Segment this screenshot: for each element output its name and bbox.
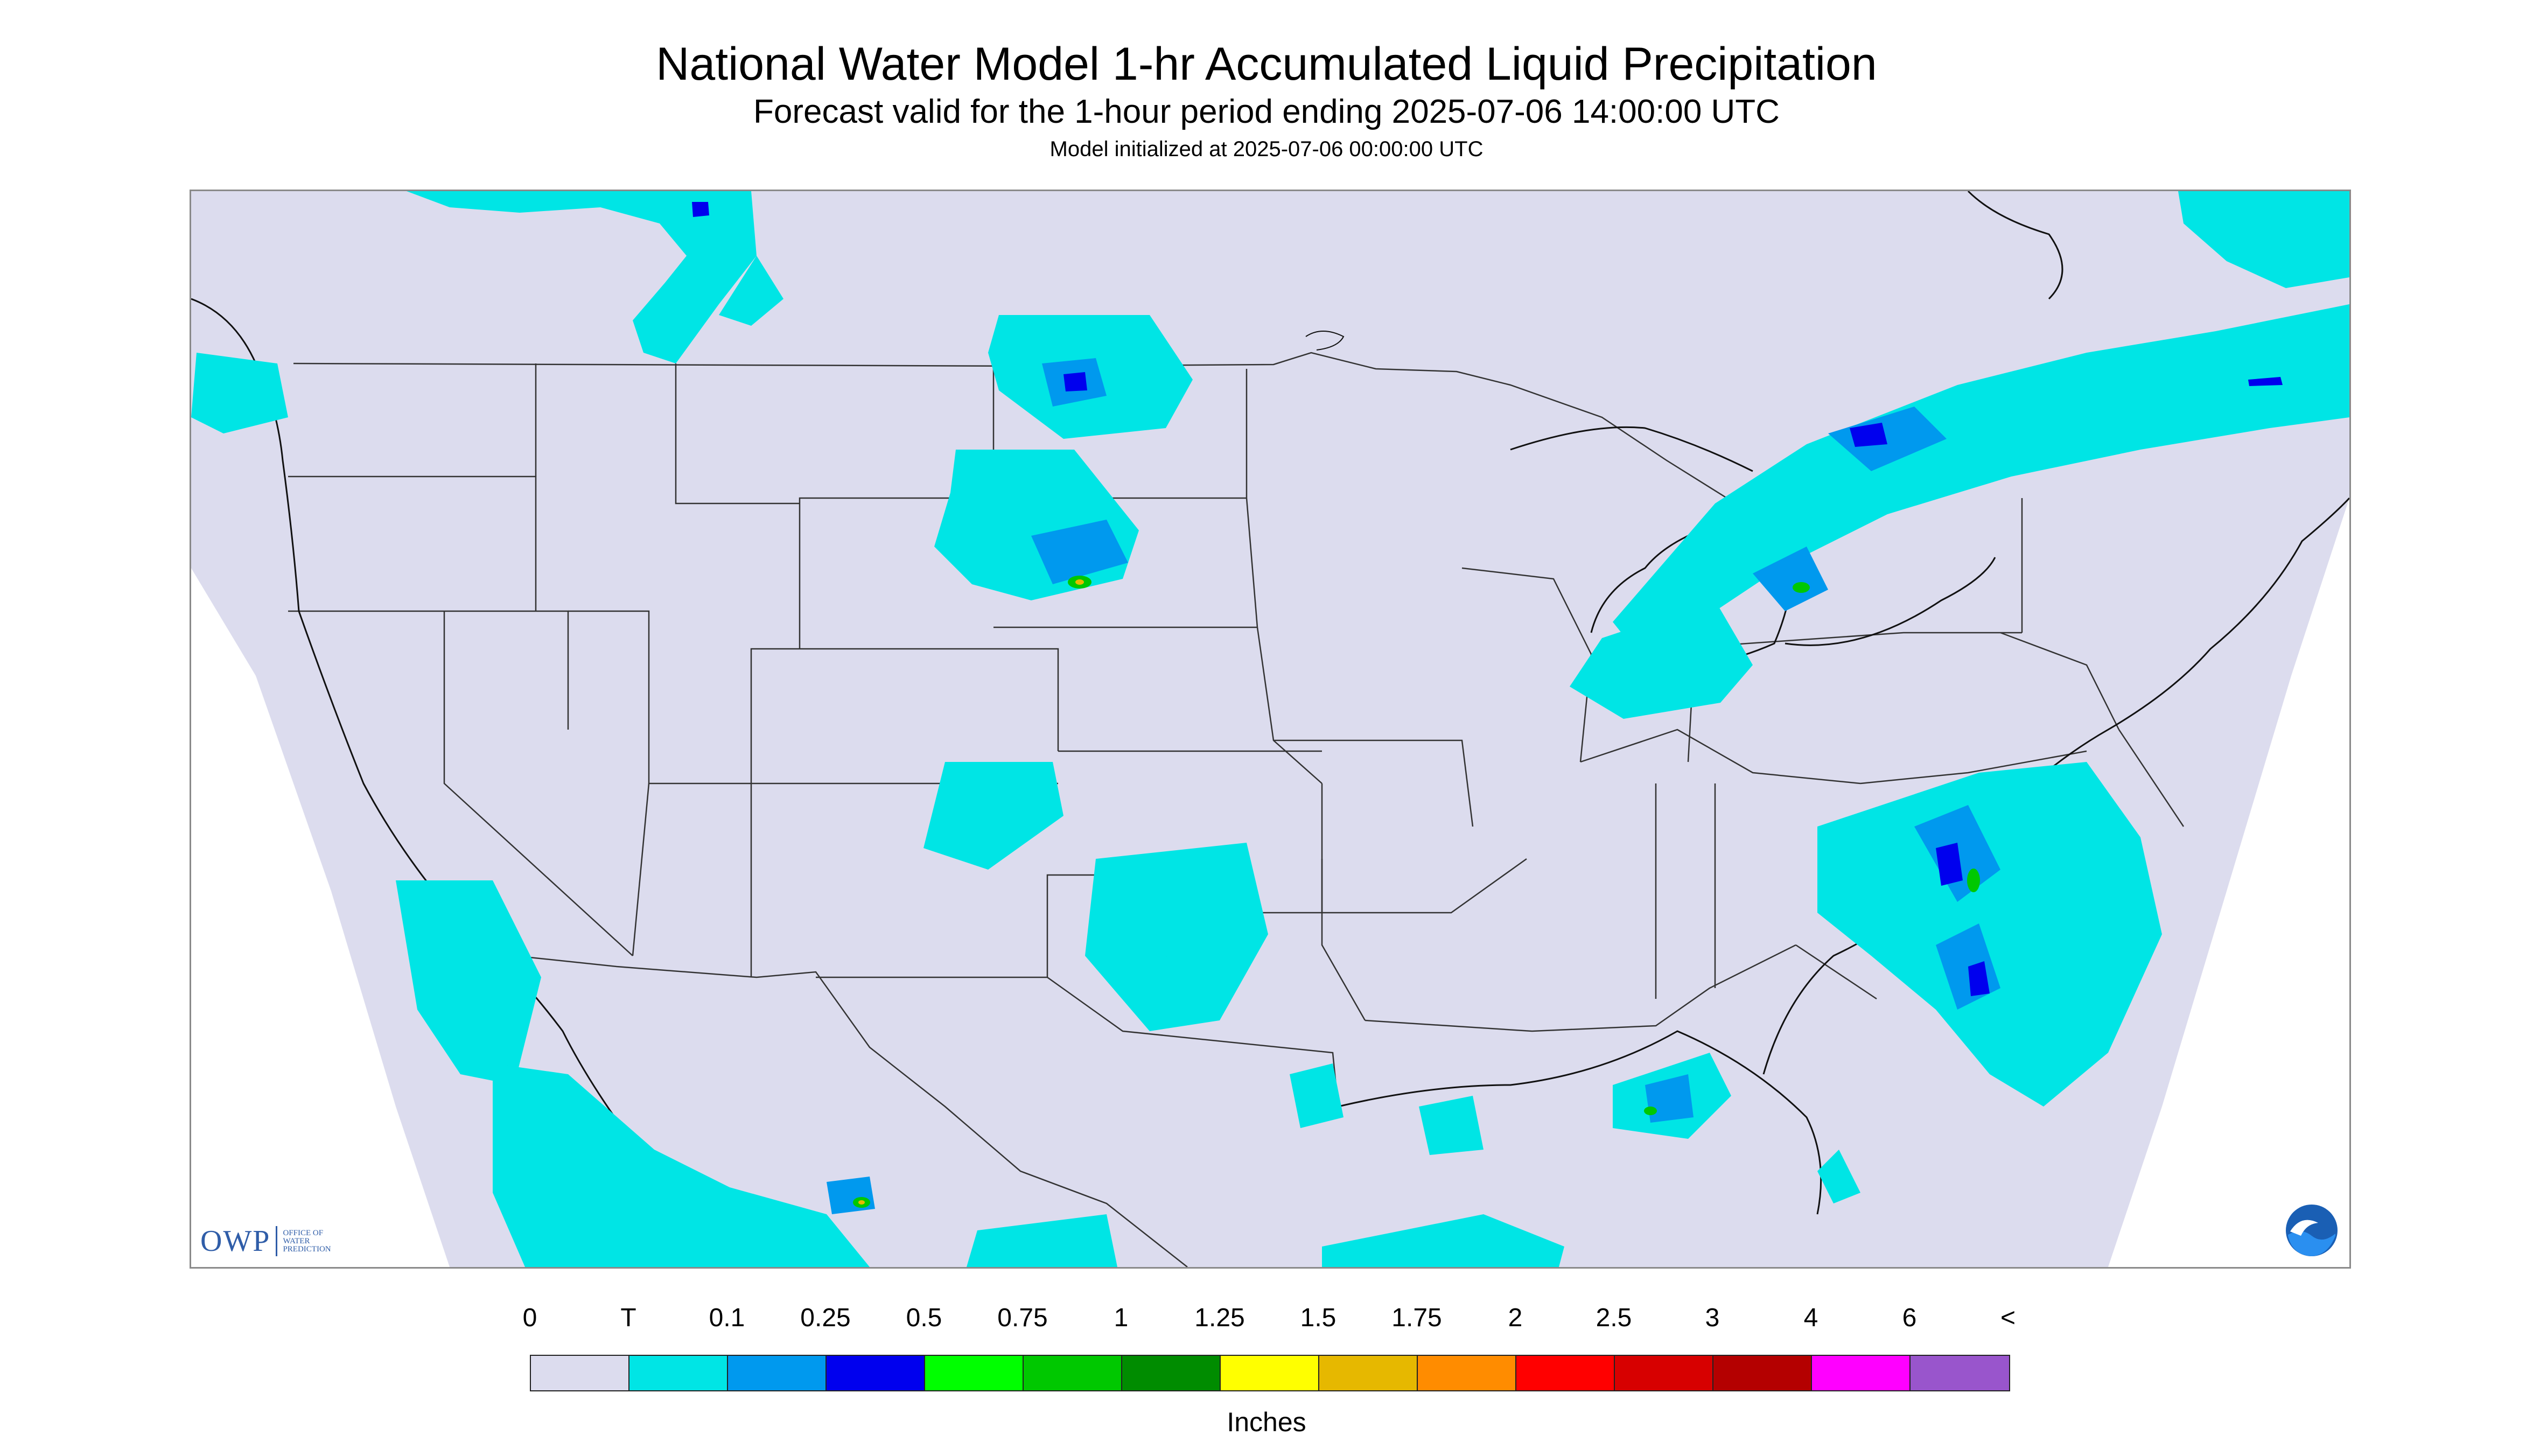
colorbar-swatch [827, 1356, 925, 1390]
colorbar-swatch [1615, 1356, 1713, 1390]
colorbar-tick-labels: 0 T 0.1 0.25 0.5 0.75 1 1.25 1.5 1.75 2 2.5 3 4 6 < [0, 1303, 2533, 1341]
colorbar-swatch [728, 1356, 827, 1390]
political-boundaries [288, 341, 2254, 1267]
colorbar-tick-label: 1 [1114, 1304, 1129, 1332]
colorbar-tick-label: < [2000, 1304, 2016, 1332]
precipitation-colorbar [530, 1355, 2010, 1391]
precip-very-heavy [858, 579, 1084, 1205]
colorbar-swatch [1122, 1356, 1221, 1390]
noaa-logo-icon [2286, 1205, 2338, 1256]
colorbar-swatch [925, 1356, 1024, 1390]
colorbar-tick-label: T [620, 1304, 636, 1332]
owp-logo-letters: OWP [200, 1224, 271, 1258]
northern-coast [1305, 331, 1345, 351]
colorbar-tick-label: 0.5 [906, 1304, 942, 1332]
colorbar-swatch [629, 1356, 728, 1390]
colorbar-tick-label: 1.5 [1300, 1304, 1337, 1332]
map-title: National Water Model 1-hr Accumulated Li… [656, 38, 1877, 90]
colorbar-swatch [1221, 1356, 1319, 1390]
precip-dark-blue [692, 202, 2283, 996]
precip-trace [191, 191, 2349, 1267]
model-init-note: Model initialized at 2025-07-06 00:00:00… [1049, 137, 1484, 161]
colorbar-swatch [1516, 1356, 1615, 1390]
colorbar-tick-label: 4 [1803, 1304, 1818, 1332]
precipitation-map [190, 190, 2351, 1269]
map-canvas [191, 191, 2349, 1267]
colorbar-swatch [1024, 1356, 1122, 1390]
colorbar-tick-label: 0.1 [709, 1304, 745, 1332]
colorbar-tick-label: 2 [1508, 1304, 1523, 1332]
colorbar-tick-label: 0 [522, 1304, 537, 1332]
colorbar-tick-label: 6 [1902, 1304, 1917, 1332]
forecast-valid-subtitle: Forecast valid for the 1-hour period end… [753, 93, 1780, 130]
colorbar-swatch [1319, 1356, 1418, 1390]
colorbar-units: Inches [1227, 1407, 1306, 1437]
colorbar-swatch [1812, 1356, 1911, 1390]
colorbar-tick-label: 2.5 [1596, 1304, 1632, 1332]
owp-logo: OWP OFFICE OF WATER PREDICTION [200, 1224, 331, 1258]
colorbar-tick-label: 0.75 [997, 1304, 1048, 1332]
owp-logo-divider [276, 1226, 278, 1256]
colorbar-tick-label: 0.25 [800, 1304, 851, 1332]
colorbar-swatch [531, 1356, 629, 1390]
colorbar-tick-label: 1.75 [1391, 1304, 1442, 1332]
colorbar-tick-label: 3 [1705, 1304, 1720, 1332]
owp-logo-text: OFFICE OF WATER PREDICTION [283, 1228, 331, 1254]
colorbar-swatch [1418, 1356, 1516, 1390]
colorbar-swatch [1911, 1356, 2009, 1390]
colorbar-tick-label: 1.25 [1194, 1304, 1245, 1332]
colorbar-swatch [1713, 1356, 1812, 1390]
